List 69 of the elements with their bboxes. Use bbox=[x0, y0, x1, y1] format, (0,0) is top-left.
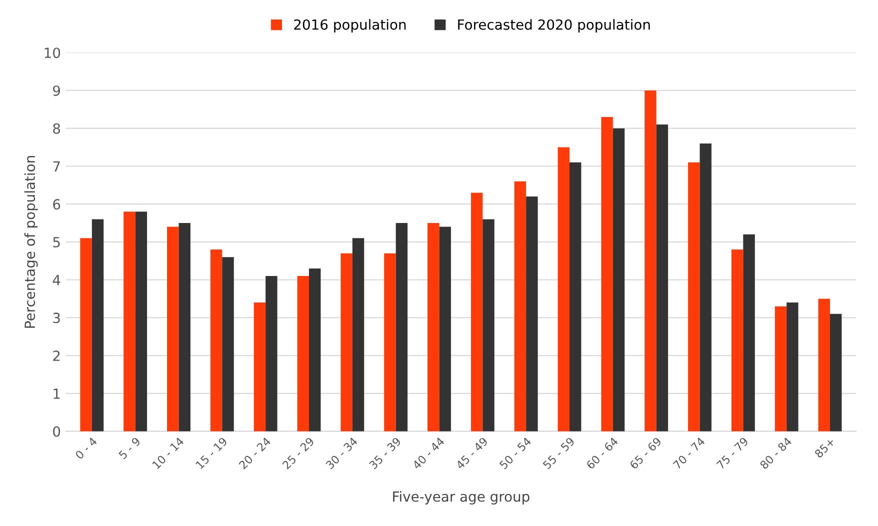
x-tick-label: 60 - 64 bbox=[586, 436, 619, 470]
bar bbox=[470, 192, 483, 432]
y-tick-label: 2 bbox=[53, 350, 60, 361]
bar bbox=[601, 116, 613, 432]
x-tick-label: 70 - 74 bbox=[672, 436, 706, 470]
bar bbox=[352, 238, 364, 432]
y-tick-label: 7 bbox=[53, 161, 60, 172]
bar bbox=[92, 219, 104, 432]
bar bbox=[124, 212, 136, 432]
bar bbox=[340, 253, 352, 432]
bar bbox=[700, 143, 712, 432]
bar bbox=[428, 223, 440, 432]
x-tick-label: 80 - 84 bbox=[759, 436, 792, 470]
bar bbox=[178, 223, 190, 432]
bar bbox=[482, 219, 494, 432]
x-tick-label: 5 - 9 bbox=[118, 436, 141, 460]
x-tick-label: 0 - 4 bbox=[74, 436, 98, 460]
y-tick-label: 4 bbox=[52, 274, 60, 286]
bar bbox=[569, 162, 582, 432]
bar bbox=[514, 181, 526, 432]
bar bbox=[612, 128, 625, 432]
legend-label: 2016 population bbox=[294, 19, 406, 33]
y-tick-label: 6 bbox=[53, 199, 60, 210]
bar bbox=[644, 90, 656, 432]
bar bbox=[396, 223, 408, 432]
x-tick-label: 15 - 19 bbox=[195, 436, 228, 470]
x-tick-label: 40 - 44 bbox=[412, 436, 445, 470]
legend-label: Forecasted 2020 population bbox=[458, 19, 650, 33]
bar bbox=[743, 234, 755, 432]
bar bbox=[558, 147, 570, 432]
x-tick-label: 30 - 34 bbox=[325, 436, 358, 470]
bar bbox=[774, 306, 787, 432]
bar bbox=[254, 302, 266, 432]
y-tick-label: 1 bbox=[54, 388, 60, 399]
bar bbox=[297, 276, 309, 432]
y-tick-label: 10 bbox=[44, 48, 60, 58]
x-tick-label: 85+ bbox=[814, 437, 836, 458]
bar bbox=[439, 226, 451, 432]
x-tick-label: 55 - 59 bbox=[542, 436, 576, 470]
y-axis-title: Percentage of population bbox=[24, 156, 38, 328]
y-tick-label: 8 bbox=[53, 123, 60, 134]
bar bbox=[526, 196, 538, 432]
y-tick-label: 3 bbox=[53, 312, 60, 324]
bar bbox=[222, 257, 234, 432]
x-tick-label: 35 - 39 bbox=[368, 436, 402, 470]
bar bbox=[135, 212, 148, 432]
bar bbox=[786, 302, 798, 432]
x-tick-label: 25 - 29 bbox=[282, 436, 315, 470]
bar bbox=[688, 162, 700, 432]
bar bbox=[167, 226, 179, 432]
x-tick-label: 75 - 79 bbox=[716, 436, 749, 470]
y-tick-label: 9 bbox=[53, 85, 60, 96]
bar bbox=[830, 314, 842, 432]
x-tick-label: 20 - 24 bbox=[238, 436, 272, 470]
x-tick-label: 10 - 14 bbox=[152, 436, 184, 470]
bar bbox=[266, 276, 278, 432]
x-tick-label: 65 - 69 bbox=[629, 436, 662, 470]
bar bbox=[210, 250, 222, 432]
bar bbox=[731, 250, 744, 432]
y-tick-label: 5 bbox=[53, 237, 60, 248]
bar bbox=[656, 124, 668, 432]
bar bbox=[818, 298, 830, 432]
bar bbox=[384, 253, 396, 432]
x-axis-title: Five-year age group bbox=[393, 491, 530, 504]
x-tick-label: 45 - 49 bbox=[455, 436, 488, 470]
bar bbox=[80, 238, 92, 432]
bar bbox=[308, 268, 321, 432]
y-tick-label: 0 bbox=[53, 426, 60, 437]
x-tick-label: 50 - 54 bbox=[499, 436, 532, 470]
